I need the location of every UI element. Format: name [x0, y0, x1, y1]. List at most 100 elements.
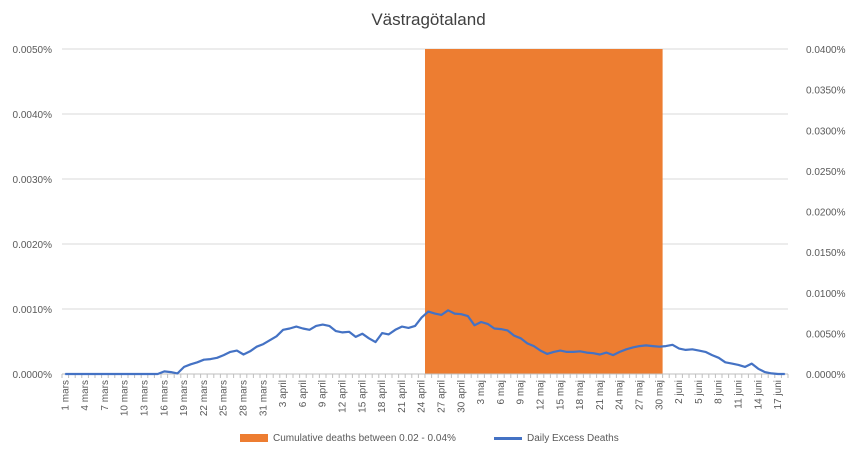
x-tick-label: 21 april: [397, 380, 408, 413]
data-point: [196, 361, 198, 363]
data-point: [262, 343, 264, 345]
x-tick-label: 18 april: [377, 380, 388, 413]
data-point: [487, 323, 489, 325]
data-point: [460, 313, 462, 315]
data-point: [341, 331, 344, 333]
data-point: [229, 351, 231, 353]
x-tick-label: 27 april: [437, 380, 448, 413]
x-tick-label: 25 mars: [219, 380, 230, 416]
data-point: [97, 373, 99, 375]
legend-swatch-band: [240, 434, 268, 443]
y-left-tick-label: 0.0040%: [13, 110, 53, 121]
data-point: [678, 348, 680, 350]
data-point: [421, 316, 423, 319]
y-right-tick-label: 0.0400%: [806, 45, 846, 56]
data-point: [249, 350, 251, 352]
data-point: [355, 336, 357, 338]
data-point: [315, 325, 317, 327]
data-point: [388, 333, 390, 335]
data-point: [447, 309, 449, 311]
data-point: [731, 363, 733, 365]
data-point: [638, 345, 641, 347]
data-point: [223, 354, 225, 356]
data-point: [150, 373, 152, 375]
data-point: [526, 342, 528, 345]
x-tick-label: 12 april: [338, 380, 349, 413]
data-point: [104, 373, 106, 375]
x-tick-label: 6 maj: [496, 380, 507, 404]
data-point: [130, 373, 132, 375]
x-tick-label: 12 maj: [536, 380, 547, 410]
y-right-tick-label: 0.0100%: [806, 289, 846, 300]
legend-label-daily-excess: Daily Excess Deaths: [527, 433, 619, 444]
x-tick-label: 21 maj: [595, 380, 606, 410]
data-point: [143, 373, 146, 375]
data-point: [572, 351, 575, 353]
data-point: [137, 373, 139, 375]
x-tick-label: 6 april: [298, 380, 309, 407]
data-point: [480, 321, 482, 323]
data-point: [64, 373, 66, 375]
data-point: [84, 373, 86, 375]
data-point: [625, 348, 627, 350]
data-point: [553, 351, 555, 353]
data-point: [236, 350, 238, 352]
data-point: [157, 373, 159, 375]
data-point: [203, 359, 205, 361]
data-point: [275, 335, 278, 337]
data-point: [308, 329, 311, 331]
data-point: [163, 370, 165, 372]
x-tick-label: 1 mars: [60, 380, 71, 411]
x-tick-label: 30 maj: [654, 380, 665, 410]
legend-swatch-line: [494, 436, 522, 440]
data-point: [302, 327, 304, 330]
y-left-tick-label: 0.0000%: [13, 370, 53, 381]
data-point: [777, 373, 779, 375]
band-cumulative-deaths: [425, 49, 663, 374]
data-point: [520, 337, 522, 339]
data-point: [724, 361, 726, 363]
y-left-tick-label: 0.0030%: [13, 175, 53, 186]
data-point: [770, 372, 773, 374]
data-point: [546, 353, 548, 355]
y-left-tick-label: 0.0050%: [13, 45, 53, 56]
data-point: [381, 332, 383, 334]
data-point: [691, 348, 693, 350]
data-point: [414, 325, 416, 327]
data-point: [401, 325, 403, 328]
x-tick-label: 18 maj: [575, 380, 586, 410]
y-right-tick-label: 0.0250%: [806, 167, 846, 178]
x-tick-label: 3 april: [278, 380, 289, 407]
x-tick-label: 10 mars: [120, 380, 131, 416]
x-tick-label: 27 maj: [635, 380, 646, 410]
data-point: [454, 312, 456, 315]
data-point: [216, 357, 218, 359]
x-tick-label: 17 juni: [773, 380, 784, 409]
data-point: [671, 344, 674, 346]
x-tick-label: 11 juni: [734, 380, 745, 409]
data-point: [599, 353, 601, 356]
data-point: [348, 331, 350, 333]
data-point: [658, 346, 660, 348]
x-tick-label: 30 april: [456, 380, 467, 413]
x-tick-label: 13 mars: [140, 380, 151, 416]
data-point: [718, 357, 720, 359]
data-point: [685, 349, 687, 351]
data-point: [124, 373, 126, 375]
y-right-tick-label: 0.0050%: [806, 329, 846, 340]
data-point: [434, 312, 436, 315]
data-point: [183, 366, 185, 368]
x-tick-label: 16 mars: [159, 380, 170, 416]
x-tick-label: 9 maj: [516, 380, 527, 404]
data-point: [77, 373, 80, 375]
data-point: [751, 363, 753, 365]
data-point: [361, 333, 363, 335]
data-point: [566, 351, 568, 353]
data-point: [91, 373, 93, 375]
data-point: [506, 329, 509, 332]
data-point: [665, 345, 667, 347]
x-tick-label: 28 mars: [239, 380, 250, 416]
data-point: [328, 325, 330, 327]
